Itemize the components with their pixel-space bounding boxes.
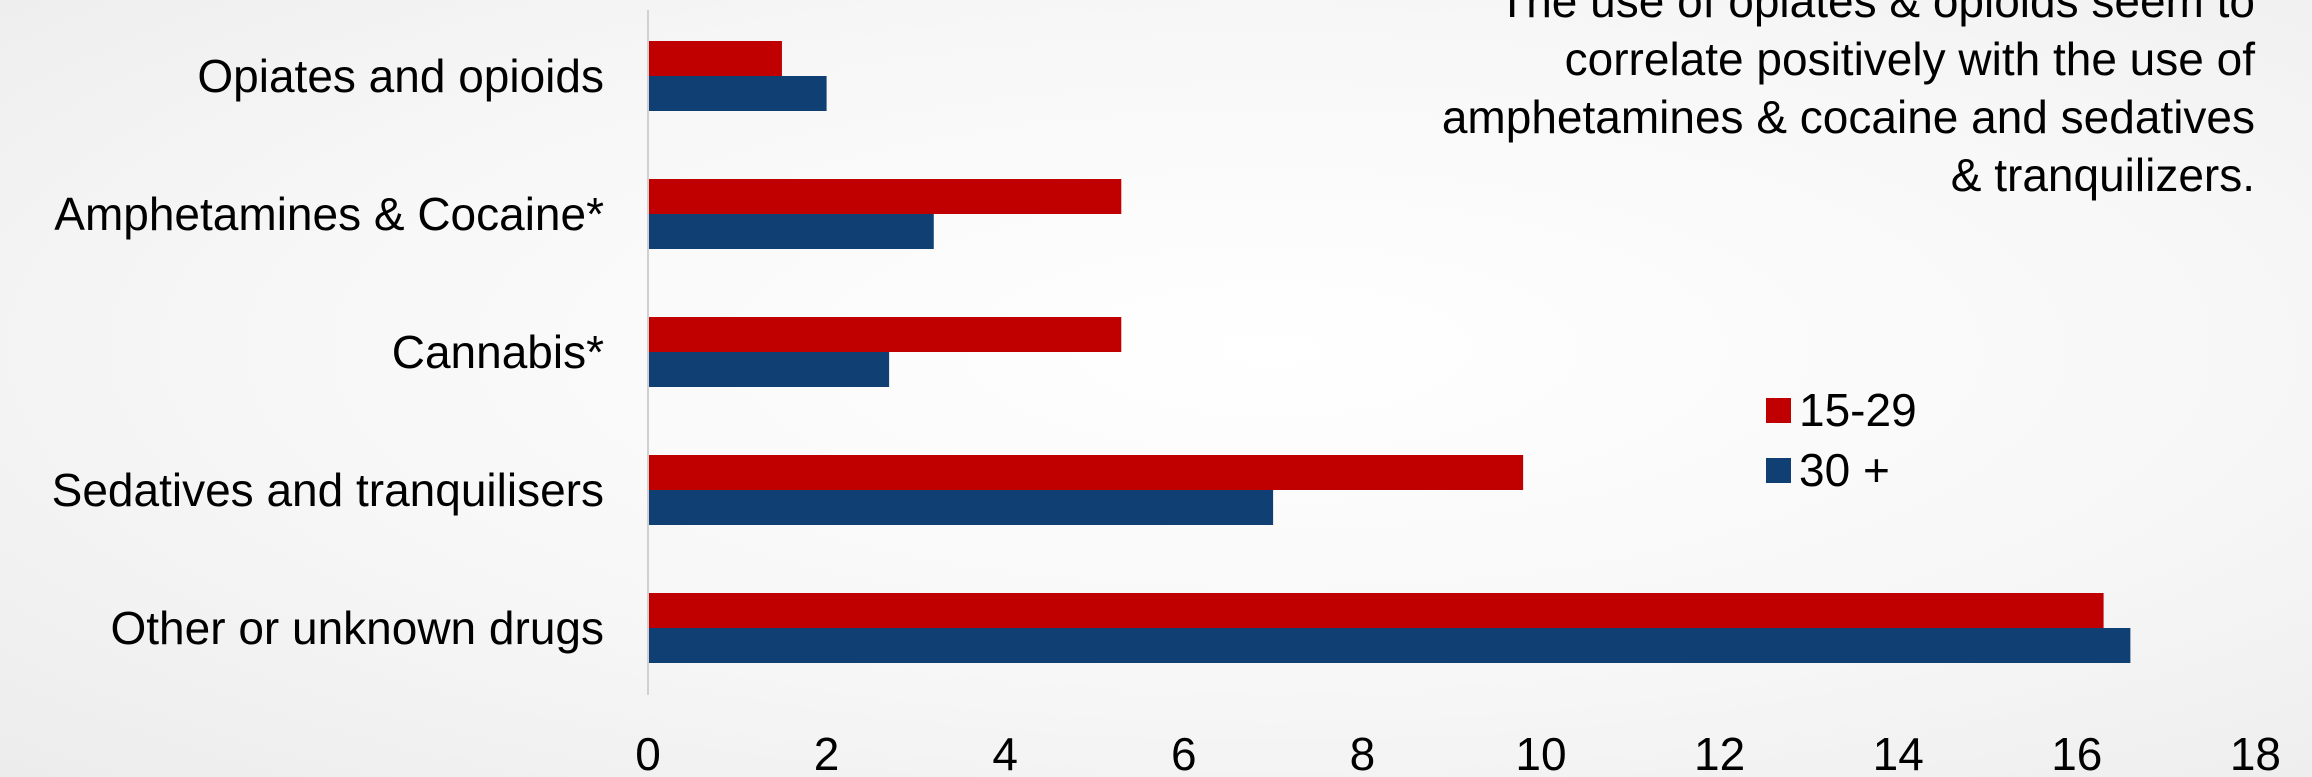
bar-2-5 bbox=[648, 628, 2131, 663]
category-label: Amphetamines & Cocaine* bbox=[54, 188, 604, 240]
bar-1-3 bbox=[648, 317, 1122, 352]
legend-label-series-1: 15-29 bbox=[1799, 384, 1917, 436]
x-tick-label: 0 bbox=[635, 728, 661, 777]
x-tick-label: 4 bbox=[992, 728, 1018, 777]
chart-annotation: The use of opiates & opioids seem to cor… bbox=[1441, 0, 2255, 201]
x-tick-label: 14 bbox=[1873, 728, 1924, 777]
x-tick-label: 16 bbox=[2051, 728, 2102, 777]
bars-group bbox=[648, 41, 2131, 663]
legend-swatch-series-1 bbox=[1766, 397, 1791, 423]
bar-2-4 bbox=[648, 490, 1274, 525]
bar-1-4 bbox=[648, 455, 1524, 490]
bar-1-5 bbox=[648, 593, 2104, 628]
legend-item-series-2: 30 + bbox=[1766, 440, 1917, 500]
bar-2-2 bbox=[648, 214, 934, 249]
category-labels: Opiates and opioids Amphetamines & Cocain… bbox=[52, 50, 604, 654]
bar-2-1 bbox=[648, 76, 827, 111]
category-label: Opiates and opioids bbox=[197, 50, 604, 102]
bar-1-2 bbox=[648, 179, 1122, 214]
legend-label-series-2: 30 + bbox=[1799, 444, 1890, 496]
legend-swatch-series-2 bbox=[1766, 457, 1791, 483]
x-tick-label: 10 bbox=[1515, 728, 1566, 777]
legend-item-series-1: 15-29 bbox=[1766, 380, 1917, 440]
bar-1-1 bbox=[648, 41, 782, 76]
category-label: Sedatives and tranquilisers bbox=[52, 464, 604, 516]
x-tick-labels: 0 2 4 6 8 10 12 14 16 18 bbox=[635, 728, 2281, 777]
category-label: Cannabis* bbox=[392, 326, 604, 378]
category-label: Other or unknown drugs bbox=[111, 602, 605, 654]
x-tick-label: 6 bbox=[1171, 728, 1197, 777]
x-tick-label: 12 bbox=[1694, 728, 1745, 777]
x-tick-label: 8 bbox=[1350, 728, 1376, 777]
bar-2-3 bbox=[648, 352, 890, 387]
x-tick-label: 2 bbox=[814, 728, 840, 777]
x-tick-label: 18 bbox=[2230, 728, 2281, 777]
legend: 15-29 30 + bbox=[1766, 380, 1917, 500]
